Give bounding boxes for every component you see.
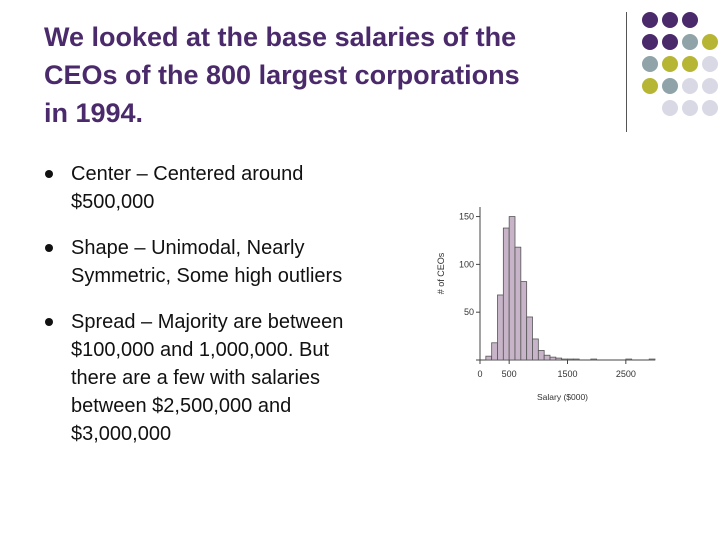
decorative-dot [662, 12, 678, 28]
x-axis-label: Salary ($000) [537, 392, 588, 402]
histogram-bar [590, 358, 598, 361]
histogram-bar [502, 227, 510, 361]
bullet-line: Spread – Majority are between [71, 311, 344, 333]
decorative-dot [642, 78, 658, 94]
bullet-line: between $2,500,000 and [71, 395, 292, 417]
bullet-shape: Shape – Unimodal, Nearly Symmetric, Some… [44, 234, 414, 290]
histogram-bar [491, 342, 498, 361]
bullet-line: Shape – Unimodal, Nearly [71, 237, 305, 259]
histogram-bar [526, 316, 533, 361]
title-line: in 1994. [44, 98, 144, 128]
y-tick-label: 100 [459, 259, 474, 269]
salary-histogram: 50 100 150 0 500 1500 2500 Salary ($000) # of CE… [420, 195, 670, 425]
bullet-line: $3,000,000 [71, 423, 172, 445]
histogram-bar [520, 281, 528, 361]
histogram-bar [549, 356, 557, 361]
decorative-dot [702, 56, 718, 72]
histogram-bar [625, 358, 633, 361]
histogram-bar [572, 358, 580, 361]
histogram-bar [567, 358, 574, 361]
histogram-bar [543, 354, 551, 361]
histogram-bar [648, 358, 656, 361]
histogram-bar [508, 216, 516, 361]
x-tick-label: 0 [477, 369, 482, 379]
histogram-bar [561, 358, 568, 361]
decorative-dot [642, 12, 658, 28]
decorative-dot [682, 34, 698, 50]
histogram-bar [514, 246, 522, 361]
bullet-spread: Spread – Majority are between $100,000 a… [44, 308, 414, 448]
decorative-dot [682, 56, 698, 72]
decorative-dot [682, 12, 698, 28]
bullet-dot-icon [45, 318, 53, 326]
decorative-dot [682, 78, 698, 94]
title-line: We looked at the base salaries of the [44, 22, 517, 52]
x-tick-label: 2500 [616, 369, 636, 379]
decorative-dot [642, 56, 658, 72]
slide-title: We looked at the base salaries of the CE… [44, 18, 624, 132]
bullet-line: $100,000 and 1,000,000. But [71, 339, 330, 361]
histogram-bar [497, 294, 504, 361]
y-axis-label: # of CEOs [436, 252, 446, 294]
decorative-dot [662, 56, 678, 72]
decorative-dot [642, 34, 658, 50]
x-tick-label: 1500 [557, 369, 577, 379]
title-line: CEOs of the 800 largest corporations [44, 60, 520, 90]
bullet-dot-icon [45, 170, 53, 178]
bullet-list: Center – Centered around $500,000 Shape … [44, 160, 414, 466]
y-tick-label: 150 [459, 212, 474, 222]
decorative-dot [702, 78, 718, 94]
histogram-bar [485, 355, 493, 361]
decorative-dot [702, 34, 718, 50]
decorative-dot [662, 34, 678, 50]
bullet-line: Center – Centered around [71, 163, 304, 185]
bullet-line: $500,000 [71, 191, 155, 213]
histogram-bar [537, 350, 545, 361]
decorative-dot [662, 100, 678, 116]
decorative-dot [702, 100, 718, 116]
histogram-bar [555, 357, 563, 361]
bullet-dot-icon [45, 244, 53, 252]
decorative-dot [682, 100, 698, 116]
bullet-center: Center – Centered around $500,000 [44, 160, 414, 216]
histogram-bar [532, 338, 539, 361]
bullet-line: there are a few with salaries [71, 367, 321, 389]
bullet-line: Symmetric, Some high outliers [71, 265, 343, 287]
title-divider [626, 12, 627, 132]
decorative-dot-grid [642, 12, 718, 116]
x-tick-label: 500 [502, 369, 517, 379]
y-tick-label: 50 [464, 307, 474, 317]
decorative-dot [662, 78, 678, 94]
